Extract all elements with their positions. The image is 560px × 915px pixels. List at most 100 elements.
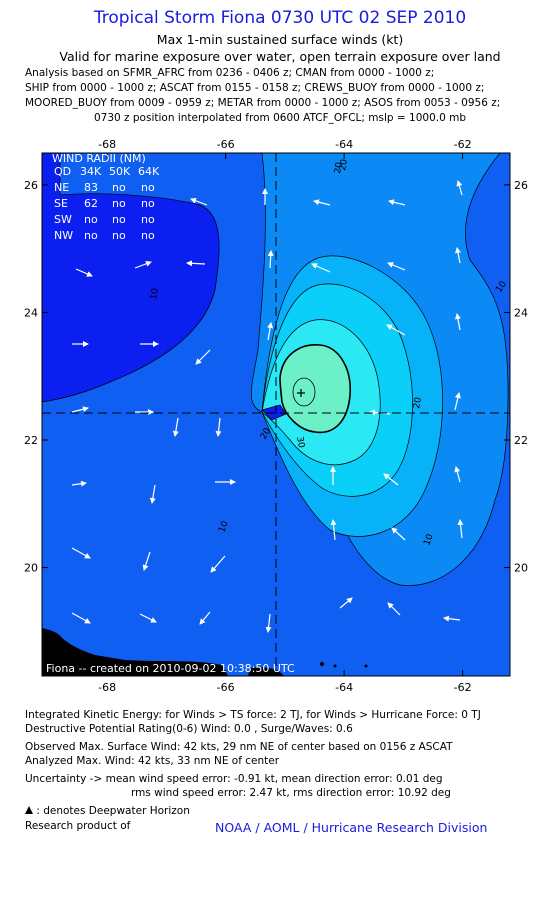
research-product-label: Research product of	[25, 820, 131, 832]
plot-frame	[41, 152, 511, 677]
lon-tick-label: -66	[217, 681, 235, 694]
lat-tick-label: 22	[514, 434, 528, 447]
wind-vector-arrow	[454, 313, 461, 331]
wind-vector-arrow	[386, 324, 406, 336]
wind-radii-col: 64K	[138, 165, 160, 178]
analysis-line-4: 0730 z position interpolated from 0600 A…	[93, 112, 467, 124]
wind-radii-quadrant: SE	[54, 197, 68, 210]
wind-vector-arrow	[457, 519, 464, 539]
wind-vector-arrow	[387, 602, 401, 616]
wind-vector-arrow	[71, 612, 91, 624]
wind-vector-arrow	[210, 555, 226, 573]
wind-radii-cell: no	[84, 213, 98, 226]
lon-tick-label: -64	[335, 681, 353, 694]
ike-line: Integrated Kinetic Energy: for Winds > T…	[25, 709, 481, 721]
land-coastline-east	[248, 667, 284, 676]
contour-label: 10	[422, 533, 435, 547]
wind-radii-cell: no	[112, 213, 126, 226]
island	[320, 662, 324, 666]
map-subtitle-exposure: Valid for marine exposure over water, op…	[59, 49, 501, 64]
wind-vector-arrow	[149, 484, 156, 504]
wind-vector-arrow	[134, 260, 152, 269]
lon-tick-label: -62	[454, 138, 472, 151]
wind-vector-arrow	[311, 263, 331, 273]
contour-label: 20	[412, 396, 424, 409]
wind-radii-cell: no	[141, 213, 155, 226]
lon-tick-label: -68	[98, 138, 116, 151]
center-marker	[297, 389, 305, 397]
wind-vector-arrow	[75, 268, 93, 277]
wind-max-core	[292, 377, 316, 407]
wind-radii-cell: 83	[84, 181, 98, 194]
wind-vector-arrow	[454, 466, 461, 483]
uncertainty-line-2: rms wind speed error: 2.47 kt, rms direc…	[131, 787, 451, 799]
wind-vector-arrow	[195, 349, 211, 365]
wind-vector-arrow	[443, 615, 461, 622]
wind-vector-arrow	[172, 417, 179, 437]
lon-tick-label: -66	[217, 138, 235, 151]
wind-vector-arrow	[71, 406, 89, 413]
island	[364, 664, 368, 668]
analyzed-max-line: Analyzed Max. Wind: 42 kts, 33 nm NE of …	[25, 755, 280, 767]
uncertainty-line-1: Uncertainty -> mean wind speed error: -0…	[25, 773, 443, 785]
lon-tick-label: -64	[335, 138, 353, 151]
lat-tick-label: 22	[24, 434, 38, 447]
contour-label: 20	[333, 161, 345, 174]
lat-tick-label: 26	[514, 179, 528, 192]
wind-vector-arrow	[265, 613, 272, 633]
noaa-credit: NOAA / AOML / Hurricane Research Divisio…	[215, 820, 488, 835]
wind-vector-arrow	[267, 250, 274, 269]
wind-vector-arrow	[330, 519, 337, 541]
wind-vector-arrow	[454, 392, 461, 411]
lat-tick-label: 24	[24, 306, 38, 319]
wind-radii-cell: no	[141, 229, 155, 242]
contour-label: 10	[149, 287, 161, 300]
wind-radii-cell: no	[112, 229, 126, 242]
wind-radii-title: WIND RADII (NM)	[52, 152, 146, 165]
wind-radii-quadrant: SW	[54, 213, 72, 226]
wind-vector-arrow	[391, 527, 406, 541]
wind-radii-cell: no	[84, 229, 98, 242]
deepwater-legend-label: : denotes Deepwater Horizon	[33, 805, 190, 817]
wind-vector-arrow	[186, 260, 206, 267]
wind-radii-quadrant: NW	[54, 229, 73, 242]
lat-tick-label: 24	[514, 306, 528, 319]
wind-vector-arrow	[456, 180, 463, 196]
wind-vector-arrow	[339, 597, 353, 609]
wind-radii-col: 34K	[80, 165, 102, 178]
wind-vector-arrow	[142, 551, 151, 571]
wind-radii-cell: no	[141, 197, 155, 210]
wind-vector-arrow	[71, 547, 91, 559]
map-subtitle-winds: Max 1-min sustained surface winds (kt)	[156, 32, 404, 47]
wind-vector-arrow	[387, 262, 406, 271]
wind-vector-arrow	[455, 247, 461, 264]
analysis-line-2: SHIP from 0000 - 1000 z; ASCAT from 0155…	[25, 82, 485, 94]
lon-tick-label: -68	[98, 681, 116, 694]
wind-vectors	[71, 180, 464, 633]
dpr-line: Destructive Potential Rating(0-6) Wind: …	[25, 723, 353, 735]
wind-vector-arrow	[313, 199, 331, 206]
map-credit: Fiona -- created on 2010-09-02 10:38:50 …	[46, 662, 295, 675]
deepwater-horizon-icon	[25, 806, 33, 814]
lat-tick-label: 20	[514, 562, 528, 575]
wind-radii-cell: no	[112, 181, 126, 194]
analysis-line-3: MOORED_BUOY from 0009 - 0959 z; METAR fr…	[25, 97, 501, 109]
wind-radii-cell: no	[112, 197, 126, 210]
wind-vector-arrow	[267, 322, 274, 341]
map-title: Tropical Storm Fiona 0730 UTC 02 SEP 201…	[93, 8, 467, 28]
wind-vector-arrow	[215, 417, 222, 437]
wind-radii-cell: no	[141, 181, 155, 194]
lon-tick-label: -62	[454, 681, 472, 694]
wind-radii-table: WIND RADII (NM) QD 34K 50K 64K NE 83 no …	[52, 152, 160, 242]
deepwater-legend: : denotes Deepwater Horizon	[25, 805, 190, 817]
wind-vector-arrow	[71, 480, 87, 487]
wind-band-35kt	[279, 344, 351, 434]
wind-vector-arrow	[383, 473, 399, 486]
wind-vector-arrow	[190, 197, 208, 206]
wind-vector-arrow	[139, 613, 157, 623]
land-coastline	[42, 628, 228, 676]
island	[333, 664, 337, 668]
